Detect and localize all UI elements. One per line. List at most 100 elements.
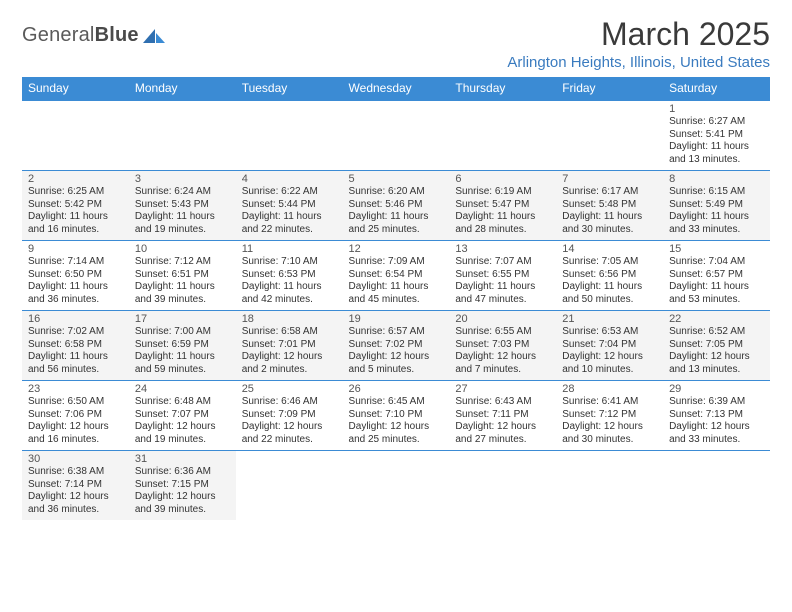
- daylight-text: Daylight: 12 hours and 7 minutes.: [455, 351, 552, 376]
- calendar-cell: 17Sunrise: 7:00 AMSunset: 6:59 PMDayligh…: [129, 310, 236, 380]
- sunset-text: Sunset: 5:48 PM: [562, 199, 659, 212]
- sunset-text: Sunset: 7:10 PM: [349, 409, 446, 422]
- calendar-cell: 1Sunrise: 6:27 AMSunset: 5:41 PMDaylight…: [663, 100, 770, 170]
- daylight-text: Daylight: 12 hours and 13 minutes.: [669, 351, 766, 376]
- day-number: 24: [135, 383, 232, 397]
- sunset-text: Sunset: 5:46 PM: [349, 199, 446, 212]
- sunset-text: Sunset: 5:44 PM: [242, 199, 339, 212]
- day-number: 12: [349, 243, 446, 257]
- sunset-text: Sunset: 7:02 PM: [349, 339, 446, 352]
- sunrise-text: Sunrise: 7:07 AM: [455, 256, 552, 269]
- calendar-cell: 23Sunrise: 6:50 AMSunset: 7:06 PMDayligh…: [22, 380, 129, 450]
- sunset-text: Sunset: 6:57 PM: [669, 269, 766, 282]
- sunset-text: Sunset: 7:07 PM: [135, 409, 232, 422]
- sunrise-text: Sunrise: 7:14 AM: [28, 256, 125, 269]
- sunset-text: Sunset: 6:54 PM: [349, 269, 446, 282]
- day-number: 30: [28, 453, 125, 467]
- sunset-text: Sunset: 7:14 PM: [28, 479, 125, 492]
- day-number: 4: [242, 173, 339, 187]
- sunset-text: Sunset: 5:49 PM: [669, 199, 766, 212]
- daylight-text: Daylight: 11 hours and 19 minutes.: [135, 211, 232, 236]
- sunrise-text: Sunrise: 6:27 AM: [669, 116, 766, 129]
- day-header: Monday: [129, 77, 236, 101]
- day-number: 28: [562, 383, 659, 397]
- day-number: 16: [28, 313, 125, 327]
- calendar-cell: 13Sunrise: 7:07 AMSunset: 6:55 PMDayligh…: [449, 240, 556, 310]
- sunset-text: Sunset: 6:56 PM: [562, 269, 659, 282]
- daylight-text: Daylight: 11 hours and 16 minutes.: [28, 211, 125, 236]
- location-text: Arlington Heights, Illinois, United Stat…: [507, 54, 770, 71]
- daylight-text: Daylight: 11 hours and 28 minutes.: [455, 211, 552, 236]
- daylight-text: Daylight: 12 hours and 33 minutes.: [669, 421, 766, 446]
- day-number: 26: [349, 383, 446, 397]
- calendar-week-row: 2Sunrise: 6:25 AMSunset: 5:42 PMDaylight…: [22, 170, 770, 240]
- day-number: 13: [455, 243, 552, 257]
- calendar-cell: 30Sunrise: 6:38 AMSunset: 7:14 PMDayligh…: [22, 450, 129, 520]
- day-header: Thursday: [449, 77, 556, 101]
- calendar-cell: 25Sunrise: 6:46 AMSunset: 7:09 PMDayligh…: [236, 380, 343, 450]
- brand-name: GeneralBlue: [22, 24, 139, 47]
- brand-sail-icon: [141, 27, 167, 45]
- day-number: 9: [28, 243, 125, 257]
- day-number: 7: [562, 173, 659, 187]
- calendar-cell: 26Sunrise: 6:45 AMSunset: 7:10 PMDayligh…: [343, 380, 450, 450]
- sunrise-text: Sunrise: 7:02 AM: [28, 326, 125, 339]
- calendar-cell: 29Sunrise: 6:39 AMSunset: 7:13 PMDayligh…: [663, 380, 770, 450]
- calendar-cell: [236, 100, 343, 170]
- sunrise-text: Sunrise: 6:43 AM: [455, 396, 552, 409]
- sunset-text: Sunset: 6:53 PM: [242, 269, 339, 282]
- calendar-week-row: 1Sunrise: 6:27 AMSunset: 5:41 PMDaylight…: [22, 100, 770, 170]
- brand-logo: GeneralBlue: [22, 24, 167, 47]
- sunset-text: Sunset: 7:11 PM: [455, 409, 552, 422]
- daylight-text: Daylight: 12 hours and 36 minutes.: [28, 491, 125, 516]
- sunset-text: Sunset: 6:58 PM: [28, 339, 125, 352]
- sunrise-text: Sunrise: 6:25 AM: [28, 186, 125, 199]
- daylight-text: Daylight: 11 hours and 39 minutes.: [135, 281, 232, 306]
- day-number: 8: [669, 173, 766, 187]
- calendar-cell: [663, 450, 770, 520]
- daylight-text: Daylight: 12 hours and 2 minutes.: [242, 351, 339, 376]
- title-block: March 2025 Arlington Heights, Illinois, …: [507, 18, 770, 71]
- sunrise-text: Sunrise: 7:05 AM: [562, 256, 659, 269]
- sunrise-text: Sunrise: 7:12 AM: [135, 256, 232, 269]
- sunset-text: Sunset: 7:04 PM: [562, 339, 659, 352]
- sunrise-text: Sunrise: 6:41 AM: [562, 396, 659, 409]
- day-header: Wednesday: [343, 77, 450, 101]
- day-header: Saturday: [663, 77, 770, 101]
- calendar-cell: 2Sunrise: 6:25 AMSunset: 5:42 PMDaylight…: [22, 170, 129, 240]
- sunset-text: Sunset: 7:03 PM: [455, 339, 552, 352]
- day-header: Tuesday: [236, 77, 343, 101]
- sunrise-text: Sunrise: 6:20 AM: [349, 186, 446, 199]
- day-number: 2: [28, 173, 125, 187]
- calendar-cell: 22Sunrise: 6:52 AMSunset: 7:05 PMDayligh…: [663, 310, 770, 380]
- daylight-text: Daylight: 11 hours and 59 minutes.: [135, 351, 232, 376]
- calendar-week-row: 9Sunrise: 7:14 AMSunset: 6:50 PMDaylight…: [22, 240, 770, 310]
- sunset-text: Sunset: 7:12 PM: [562, 409, 659, 422]
- calendar-cell: 31Sunrise: 6:36 AMSunset: 7:15 PMDayligh…: [129, 450, 236, 520]
- daylight-text: Daylight: 11 hours and 47 minutes.: [455, 281, 552, 306]
- calendar-cell: [556, 100, 663, 170]
- calendar-cell: 16Sunrise: 7:02 AMSunset: 6:58 PMDayligh…: [22, 310, 129, 380]
- calendar-cell: [22, 100, 129, 170]
- calendar-cell: 21Sunrise: 6:53 AMSunset: 7:04 PMDayligh…: [556, 310, 663, 380]
- sunrise-text: Sunrise: 6:55 AM: [455, 326, 552, 339]
- daylight-text: Daylight: 11 hours and 50 minutes.: [562, 281, 659, 306]
- sunrise-text: Sunrise: 6:36 AM: [135, 466, 232, 479]
- daylight-text: Daylight: 12 hours and 30 minutes.: [562, 421, 659, 446]
- day-header: Friday: [556, 77, 663, 101]
- daylight-text: Daylight: 11 hours and 13 minutes.: [669, 141, 766, 166]
- sunrise-text: Sunrise: 6:48 AM: [135, 396, 232, 409]
- daylight-text: Daylight: 12 hours and 5 minutes.: [349, 351, 446, 376]
- daylight-text: Daylight: 11 hours and 33 minutes.: [669, 211, 766, 236]
- day-number: 6: [455, 173, 552, 187]
- day-number: 31: [135, 453, 232, 467]
- calendar-week-row: 16Sunrise: 7:02 AMSunset: 6:58 PM Dayligh…: [22, 310, 770, 380]
- sunset-text: Sunset: 7:15 PM: [135, 479, 232, 492]
- sunset-text: Sunset: 7:01 PM: [242, 339, 339, 352]
- calendar-cell: 5Sunrise: 6:20 AMSunset: 5:46 PMDaylight…: [343, 170, 450, 240]
- calendar-cell: 20Sunrise: 6:55 AMSunset: 7:03 PMDayligh…: [449, 310, 556, 380]
- sunset-text: Sunset: 5:41 PM: [669, 129, 766, 142]
- calendar-cell: [236, 450, 343, 520]
- sunrise-text: Sunrise: 7:04 AM: [669, 256, 766, 269]
- calendar-cell: 18Sunrise: 6:58 AMSunset: 7:01 PMDayligh…: [236, 310, 343, 380]
